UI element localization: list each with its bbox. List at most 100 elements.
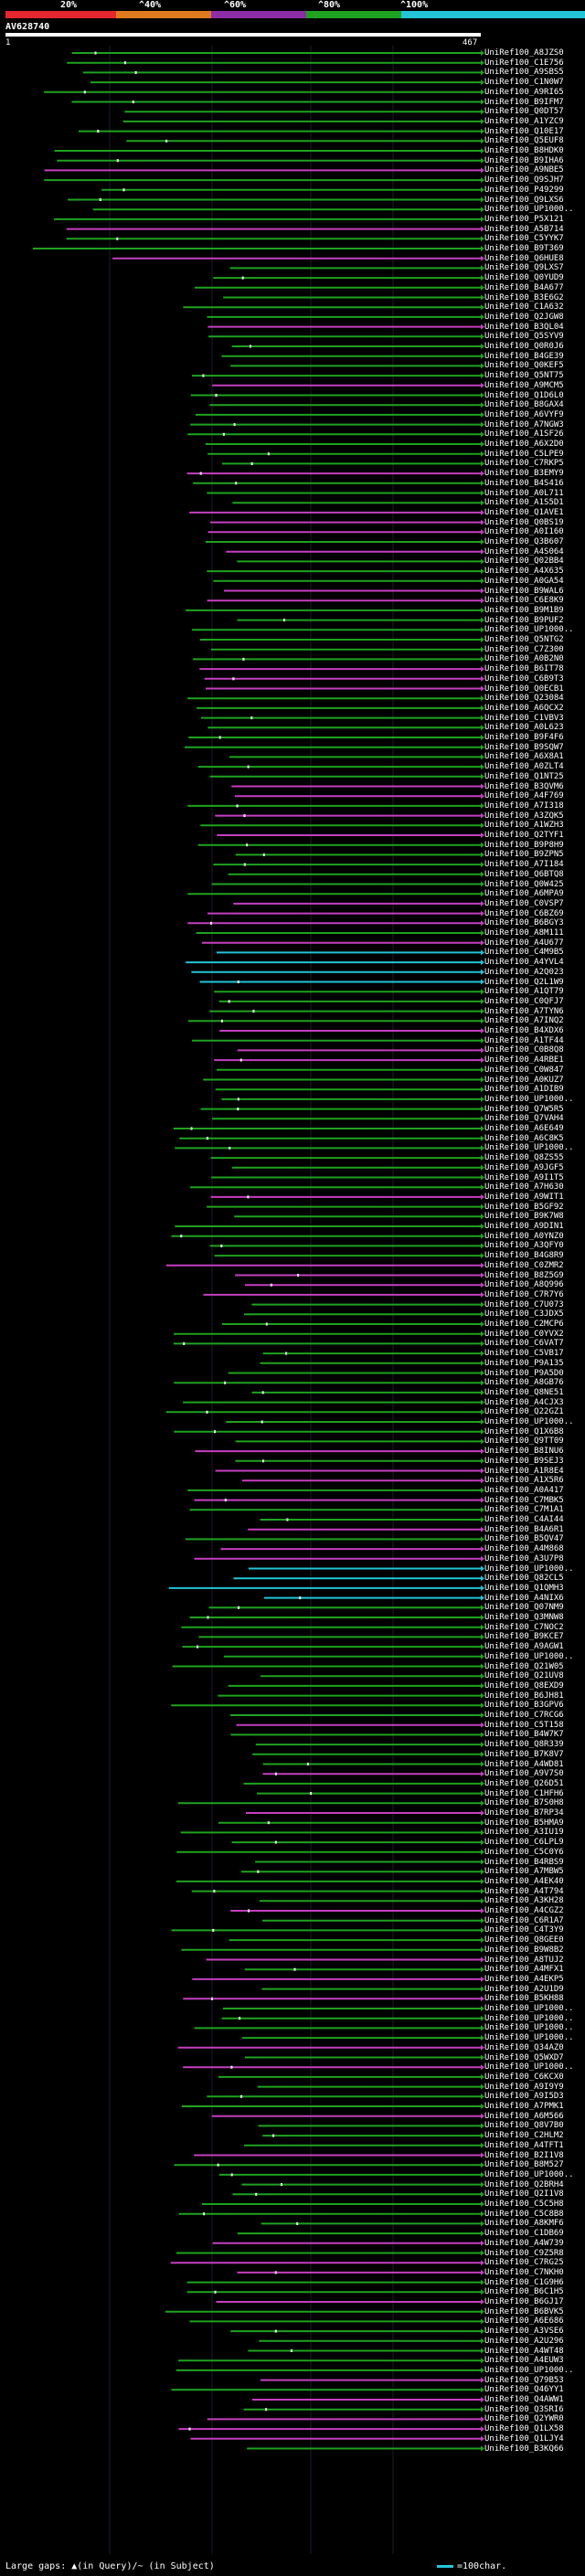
hit-label[interactable]: UniRef100_Q5NT75 — [484, 371, 564, 381]
hit-label[interactable]: UniRef100_Q0DT57 — [484, 107, 564, 117]
hit-label[interactable]: UniRef100_Q1LJY4 — [484, 2433, 564, 2443]
hit-label[interactable]: UniRef100_C1VBV3 — [484, 713, 564, 723]
hit-label[interactable]: UniRef100_B4GE39 — [484, 351, 564, 361]
hit-label[interactable]: UniRef100_A8Q996 — [484, 1280, 564, 1290]
hit-label[interactable]: UniRef100_C7RCG6 — [484, 1711, 564, 1720]
hit-label[interactable]: UniRef100_A6QCX2 — [484, 703, 564, 713]
hit-label[interactable]: UniRef100_UP1000.. — [484, 1094, 574, 1104]
hit-label[interactable]: UniRef100_A8GB76 — [484, 1378, 564, 1388]
hit-label[interactable]: UniRef100_Q34AZ0 — [484, 2042, 564, 2052]
hit-label[interactable]: UniRef100_A8KMF6 — [484, 2219, 564, 2229]
hit-label[interactable]: UniRef100_B5KH88 — [484, 1994, 564, 2004]
hit-label[interactable]: UniRef100_B6IT78 — [484, 664, 564, 674]
hit-label[interactable]: UniRef100_A7MBW5 — [484, 1867, 564, 1877]
hit-label[interactable]: UniRef100_A3QFY0 — [484, 1241, 564, 1251]
hit-label[interactable]: UniRef100_C6BZ69 — [484, 908, 564, 918]
hit-label[interactable]: UniRef100_B5HMA9 — [484, 1818, 564, 1828]
hit-label[interactable]: UniRef100_C1N0W7 — [484, 78, 564, 88]
hit-label[interactable]: UniRef100_A0KUZ7 — [484, 1075, 564, 1085]
hit-label[interactable]: UniRef100_C1A632 — [484, 302, 564, 313]
hit-label[interactable]: UniRef100_A3ZQK5 — [484, 811, 564, 821]
hit-label[interactable]: UniRef100_A8JZS0 — [484, 48, 564, 58]
hit-label[interactable]: UniRef100_Q07NM9 — [484, 1603, 564, 1613]
hit-label[interactable]: UniRef100_Q0YUD9 — [484, 273, 564, 283]
hit-label[interactable]: UniRef100_C5T158 — [484, 1720, 564, 1730]
hit-label[interactable]: UniRef100_A0GA54 — [484, 576, 564, 586]
hit-label[interactable]: UniRef100_UP1000.. — [484, 205, 574, 215]
hit-label[interactable]: UniRef100_B8M527 — [484, 2160, 564, 2170]
hit-label[interactable]: UniRef100_C0W847 — [484, 1065, 564, 1075]
hit-label[interactable]: UniRef100_A0B2N0 — [484, 654, 564, 664]
hit-label[interactable]: UniRef100_C7Z300 — [484, 644, 564, 654]
hit-label[interactable]: UniRef100_C5C8B8 — [484, 2209, 564, 2219]
hit-label[interactable]: UniRef100_Q82CL5 — [484, 1574, 564, 1584]
hit-label[interactable]: UniRef100_Q5EUF8 — [484, 136, 564, 146]
hit-label[interactable]: UniRef100_C7NKH0 — [484, 2267, 564, 2277]
hit-label[interactable]: UniRef100_UP1000.. — [484, 1651, 574, 1661]
hit-label[interactable]: UniRef100_A4YVL4 — [484, 958, 564, 968]
hit-label[interactable]: UniRef100_Q5SYV9 — [484, 332, 564, 342]
hit-label[interactable]: UniRef100_C0VSP7 — [484, 898, 564, 908]
hit-label[interactable]: UniRef100_A4F769 — [484, 791, 564, 801]
hit-label[interactable]: UniRef100_UP1000.. — [484, 1143, 574, 1153]
hit-label[interactable]: UniRef100_A9SBS5 — [484, 68, 564, 78]
hit-label[interactable]: UniRef100_A8TUJ2 — [484, 1955, 564, 1965]
hit-label[interactable]: UniRef100_A3KH28 — [484, 1896, 564, 1906]
hit-label[interactable]: UniRef100_B5QV47 — [484, 1534, 564, 1544]
hit-label[interactable]: UniRef100_A0ZLT4 — [484, 762, 564, 772]
hit-label[interactable]: UniRef100_A9V7S0 — [484, 1769, 564, 1779]
hit-label[interactable]: UniRef100_C7RKP5 — [484, 459, 564, 469]
hit-label[interactable]: UniRef100_B9ZPN5 — [484, 850, 564, 860]
hit-label[interactable]: UniRef100_B6BVK5 — [484, 2306, 564, 2316]
hit-label[interactable]: UniRef100_UP1000.. — [484, 2365, 574, 2375]
hit-label[interactable]: UniRef100_A9WIT1 — [484, 1192, 564, 1202]
hit-label[interactable]: UniRef100_C4AI44 — [484, 1515, 564, 1524]
hit-label[interactable]: UniRef100_A1X5R6 — [484, 1476, 564, 1486]
hit-label[interactable]: UniRef100_Q4AWW1 — [484, 2395, 564, 2404]
hit-label[interactable]: UniRef100_A9RI65 — [484, 87, 564, 97]
hit-label[interactable]: UniRef100_C7M1A1 — [484, 1505, 564, 1515]
hit-label[interactable]: UniRef100_C6VAT7 — [484, 1339, 564, 1349]
hit-label[interactable]: UniRef100_A7TYN6 — [484, 1006, 564, 1016]
hit-label[interactable]: UniRef100_A3U7P8 — [484, 1553, 564, 1564]
hit-label[interactable]: UniRef100_A1R8E4 — [484, 1466, 564, 1476]
hit-label[interactable]: UniRef100_Q5WXD7 — [484, 2052, 564, 2062]
hit-label[interactable]: UniRef100_Q21UV8 — [484, 1671, 564, 1681]
hit-label[interactable]: UniRef100_Q0W425 — [484, 879, 564, 889]
hit-label[interactable]: UniRef100_B9T369 — [484, 244, 564, 253]
hit-label[interactable]: UniRef100_C5VB17 — [484, 1349, 564, 1359]
hit-label[interactable]: UniRef100_A4TFT1 — [484, 2140, 564, 2150]
hit-label[interactable]: UniRef100_UP1000.. — [484, 2013, 574, 2023]
hit-label[interactable]: UniRef100_A9DIN1 — [484, 1222, 564, 1231]
hit-label[interactable]: UniRef100_B3GPV6 — [484, 1701, 564, 1711]
hit-label[interactable]: UniRef100_C7R7Y6 — [484, 1289, 564, 1299]
hit-label[interactable]: UniRef100_A4X635 — [484, 567, 564, 577]
hit-label[interactable]: UniRef100_A8M111 — [484, 928, 564, 938]
hit-label[interactable]: UniRef100_B4XDX6 — [484, 1026, 564, 1035]
hit-label[interactable]: UniRef100_B6BGY3 — [484, 918, 564, 928]
hit-label[interactable]: UniRef100_A1WZH3 — [484, 821, 564, 831]
hit-label[interactable]: UniRef100_C6E8K9 — [484, 596, 564, 606]
hit-label[interactable]: UniRef100_A4S064 — [484, 546, 564, 557]
hit-label[interactable]: UniRef100_Q8ZS55 — [484, 1153, 564, 1163]
hit-label[interactable]: UniRef100_A6X8A1 — [484, 752, 564, 762]
hit-label[interactable]: UniRef100_A4U677 — [484, 938, 564, 948]
hit-label[interactable]: UniRef100_A7I318 — [484, 800, 564, 811]
hit-label[interactable]: UniRef100_B9F4F6 — [484, 733, 564, 742]
hit-label[interactable]: UniRef100_B7RP34 — [484, 1808, 564, 1818]
hit-label[interactable]: UniRef100_A9NBE5 — [484, 165, 564, 175]
hit-label[interactable]: UniRef100_A4NIX6 — [484, 1593, 564, 1603]
hit-label[interactable]: UniRef100_Q9LXS6 — [484, 195, 564, 205]
hit-label[interactable]: UniRef100_B9SQW7 — [484, 742, 564, 752]
hit-label[interactable]: UniRef100_A5B714 — [484, 224, 564, 234]
hit-label[interactable]: UniRef100_B5GF92 — [484, 1202, 564, 1212]
hit-label[interactable]: UniRef100_Q0BS19 — [484, 517, 564, 527]
hit-label[interactable]: UniRef100_Q3B607 — [484, 537, 564, 546]
hit-label[interactable]: UniRef100_B8HDK0 — [484, 146, 564, 155]
hit-label[interactable]: UniRef100_B8GAX4 — [484, 400, 564, 410]
hit-label[interactable]: UniRef100_Q0KEF5 — [484, 361, 564, 371]
hit-label[interactable]: UniRef100_C0ZMR2 — [484, 1260, 564, 1270]
hit-label[interactable]: UniRef100_Q3SRI6 — [484, 2404, 564, 2414]
hit-label[interactable]: UniRef100_UP1000.. — [484, 625, 574, 635]
hit-label[interactable]: UniRef100_B3E6G2 — [484, 292, 564, 302]
